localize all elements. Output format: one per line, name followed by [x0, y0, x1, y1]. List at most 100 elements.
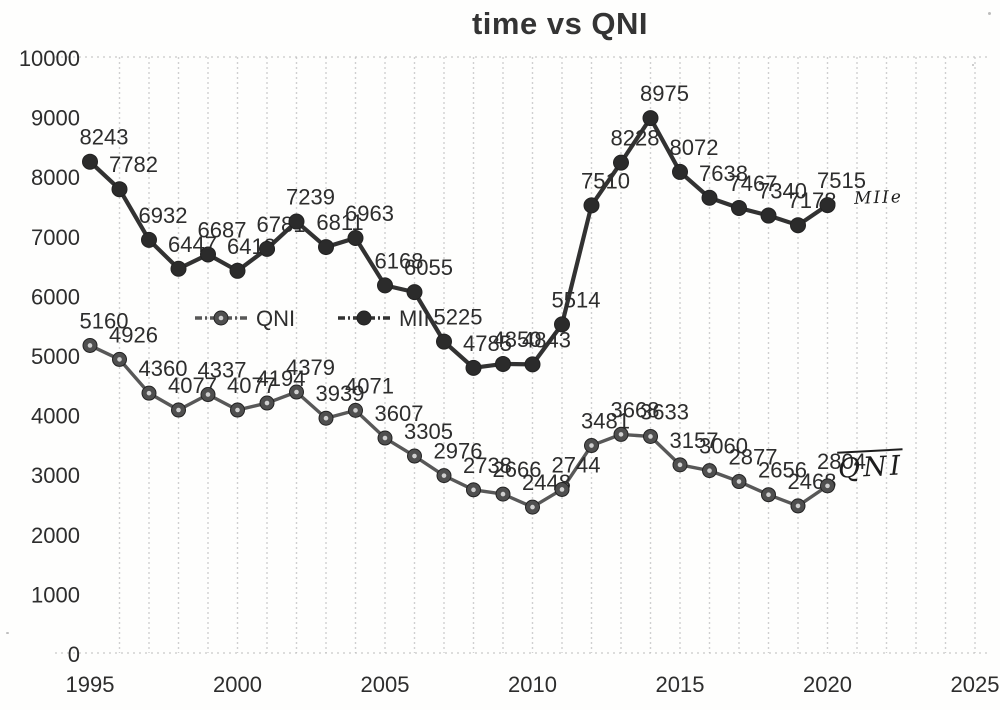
data-label-qni: 2877	[729, 445, 778, 470]
data-label-mii: 8243	[80, 125, 129, 150]
data-label-qni: 4071	[345, 373, 394, 398]
data-label-qni: 3157	[670, 428, 719, 453]
y-axis-tick-label: 6000	[31, 284, 80, 309]
data-point-center	[264, 400, 270, 406]
data-label-mii: 6055	[404, 255, 453, 280]
data-label-qni: 4337	[198, 358, 247, 383]
data-point-mii	[465, 359, 482, 376]
data-point-center	[618, 432, 624, 437]
data-point-center	[353, 408, 358, 413]
data-label-qni: 3607	[375, 401, 424, 426]
y-axis-tick-label: 1000	[31, 582, 80, 607]
data-label-mii: 7340	[758, 179, 807, 204]
data-point-mii	[701, 189, 718, 206]
data-point-center	[530, 504, 535, 510]
data-point-mii	[495, 355, 511, 372]
data-point-mii	[731, 199, 747, 216]
y-axis-tick-label: 3000	[31, 463, 80, 488]
data-point-mii	[377, 277, 393, 294]
data-label-mii: 4785	[463, 331, 512, 356]
data-label-mii: 4850	[493, 327, 542, 352]
legend-label: MII	[399, 306, 430, 331]
data-point-mii	[642, 110, 659, 127]
data-point-mii	[141, 231, 157, 248]
data-label-qni: 2976	[434, 439, 483, 464]
scan-speck	[988, 12, 991, 15]
data-point-mii	[111, 181, 128, 198]
data-label-mii: 5514	[552, 287, 601, 312]
data-label-qni: 3668	[611, 397, 660, 422]
handwritten-annotation-mii: MIIe	[853, 187, 904, 209]
data-point-center	[176, 407, 181, 413]
data-label-qni: 2738	[463, 453, 512, 478]
y-axis-tick-label: 9000	[31, 106, 80, 131]
data-label-mii: 8072	[670, 135, 719, 160]
data-point-mii	[436, 333, 452, 350]
data-label-qni: 5160	[80, 308, 129, 333]
data-point-mii	[819, 197, 836, 214]
data-point-center	[795, 503, 801, 509]
data-point-center	[500, 491, 506, 497]
data-point-mii	[790, 217, 806, 234]
legend-marker	[356, 310, 372, 326]
y-axis-tick-label: 4000	[31, 404, 80, 429]
x-axis-tick-label: 2025	[951, 672, 1000, 697]
data-label-mii: 7638	[699, 161, 748, 186]
data-label-mii: 8228	[611, 126, 660, 151]
data-point-center	[677, 462, 683, 468]
data-point-mii	[318, 239, 334, 256]
data-label-qni: 3305	[404, 419, 453, 444]
data-point-center	[441, 473, 447, 478]
data-point-center	[117, 357, 122, 362]
legend-label: QNI	[256, 306, 295, 331]
data-point-mii	[554, 316, 570, 333]
x-axis-tick-label: 2015	[656, 672, 705, 697]
data-point-mii	[583, 197, 600, 214]
data-label-mii: 7510	[581, 168, 630, 193]
data-point-center	[412, 453, 417, 459]
data-label-qni: 3060	[699, 434, 748, 459]
data-point-mii	[82, 153, 98, 170]
data-point-center	[323, 415, 329, 421]
legend-marker-center	[218, 315, 224, 321]
data-label-qni: 4379	[286, 355, 335, 380]
x-axis-tick-label: 2005	[361, 672, 410, 697]
data-point-center	[205, 392, 211, 397]
data-point-mii	[347, 230, 364, 247]
data-point-mii	[760, 207, 777, 224]
data-point-center	[825, 483, 830, 489]
data-label-mii: 7515	[817, 168, 866, 193]
handwritten-annotation-qni: QNI	[837, 450, 905, 485]
data-point-center	[559, 487, 565, 492]
data-point-mii	[200, 246, 216, 263]
data-label-mii: 6963	[345, 201, 394, 226]
scan-speck	[972, 64, 974, 66]
x-axis-tick-label: 2010	[508, 672, 557, 697]
legend-entry-qni: QNI	[195, 306, 295, 331]
data-point-mii	[613, 154, 629, 171]
x-axis-tick-label: 1995	[66, 672, 115, 697]
legend-entry-mii: MII	[338, 306, 430, 331]
data-point-mii	[672, 163, 688, 180]
data-label-mii: 6687	[198, 217, 247, 242]
data-label-qni: 4926	[109, 322, 158, 347]
data-label-mii: 7467	[729, 171, 778, 196]
scan-speck	[6, 632, 9, 634]
data-label-qni: 2656	[758, 458, 807, 483]
data-point-center	[736, 479, 742, 484]
y-axis-tick-label: 8000	[31, 165, 80, 190]
y-axis-tick-label: 2000	[31, 523, 80, 548]
data-point-center	[87, 343, 93, 348]
y-axis-tick-label: 10000	[19, 46, 80, 71]
x-axis-tick-label: 2000	[213, 672, 262, 697]
y-axis-tick-label: 0	[68, 642, 80, 667]
data-label-qni: 2744	[552, 452, 601, 477]
data-label-qni: 2666	[493, 457, 542, 482]
data-label-qni: 3633	[640, 399, 689, 424]
data-label-mii: 6932	[139, 203, 188, 228]
data-point-center	[471, 487, 476, 493]
data-point-mii	[524, 356, 541, 373]
data-label-qni: 2804	[817, 449, 866, 474]
chart-title: time vs QNI	[471, 6, 649, 41]
data-point-center	[766, 492, 771, 498]
